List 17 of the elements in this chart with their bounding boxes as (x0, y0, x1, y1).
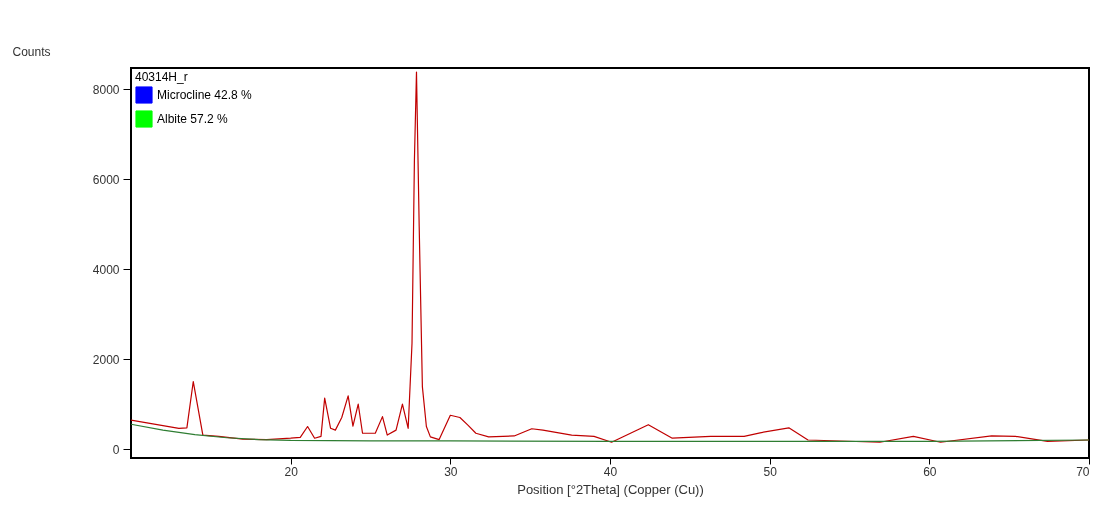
x-tick-label: 70 (1076, 464, 1090, 479)
y-tick-label: 8000 (92, 82, 120, 97)
x-tick-label: 50 (763, 464, 778, 479)
y-tick-label: 6000 (92, 172, 120, 187)
x-tick-label: 30 (444, 464, 458, 479)
y-tick-label: 4000 (92, 262, 120, 277)
legend-label: Microcline 42.8 % (157, 88, 253, 102)
legend-title: 40314H_r (135, 70, 188, 84)
line-series (131, 423, 1089, 442)
x-tick-label: 20 (284, 464, 299, 479)
legend-label: Albite 57.2 % (157, 112, 229, 126)
y-tick-label: 0 (112, 442, 120, 457)
x-tick-label: 60 (923, 464, 937, 479)
y-tick-label: 2000 (92, 352, 120, 367)
x-axis-title: Position [°2Theta] (Copper (Cu)) (517, 481, 704, 497)
x-tick-label: 40 (603, 464, 618, 479)
y-axis-title: Counts (12, 44, 51, 59)
